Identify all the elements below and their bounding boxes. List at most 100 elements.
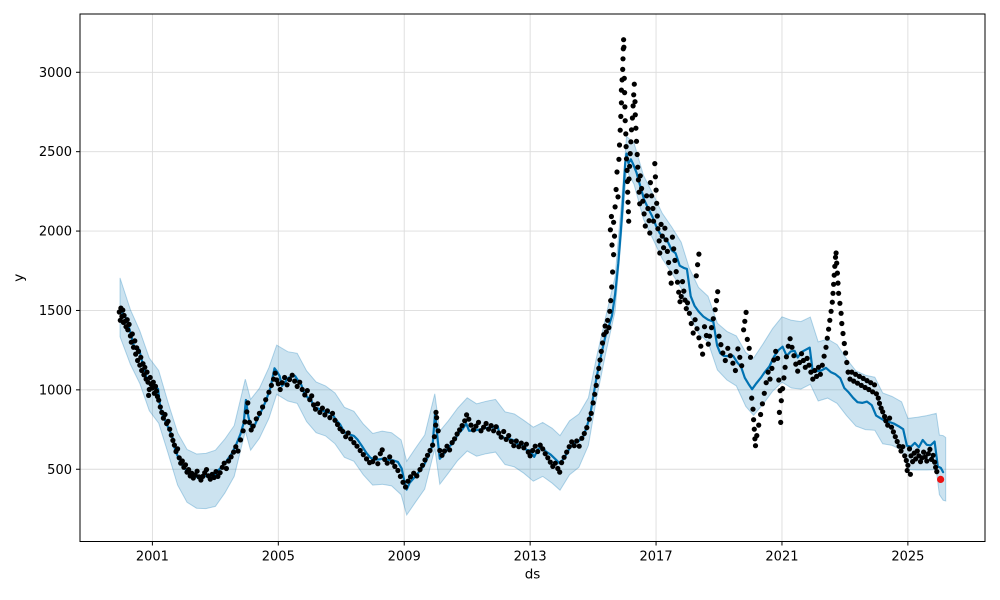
actual-point	[718, 342, 724, 348]
actual-point	[903, 457, 909, 464]
y-tick-label: 1000	[39, 383, 72, 398]
actual-point	[481, 424, 487, 430]
actual-point	[120, 307, 126, 313]
actual-point	[737, 354, 743, 360]
actual-point	[776, 409, 783, 415]
actual-point	[692, 317, 698, 323]
actual-point	[905, 462, 911, 468]
actual-point	[690, 330, 696, 336]
actual-point	[696, 251, 702, 257]
actual-point	[491, 428, 497, 434]
actual-point	[343, 434, 349, 440]
actual-point	[593, 382, 599, 388]
actual-point	[439, 452, 445, 458]
actual-point	[468, 422, 474, 428]
actual-point	[535, 448, 541, 455]
actual-point	[433, 422, 439, 428]
actual-point	[885, 422, 891, 428]
actual-point	[523, 441, 530, 447]
actual-point	[751, 417, 757, 423]
actual-point	[616, 156, 622, 162]
actual-point	[345, 430, 351, 436]
actual-point	[297, 379, 303, 385]
actual-point	[603, 329, 609, 335]
actual-point	[716, 333, 722, 339]
actual-point	[730, 360, 736, 366]
actual-point	[632, 99, 638, 105]
actual-point	[887, 415, 893, 421]
actual-point	[382, 456, 388, 462]
actual-point	[387, 454, 393, 460]
actual-point	[135, 348, 142, 354]
actual-point	[253, 416, 259, 422]
actual-point	[334, 421, 341, 428]
actual-point	[712, 307, 718, 313]
actual-point	[625, 199, 631, 205]
actual-point	[833, 250, 839, 256]
actual-point	[228, 454, 234, 460]
actual-point	[357, 447, 363, 454]
actual-point	[677, 299, 683, 305]
actual-point	[663, 237, 669, 243]
actual-point	[880, 409, 886, 415]
actual-point	[152, 383, 159, 389]
actual-point	[698, 343, 704, 349]
actual-point	[834, 260, 840, 266]
actual-point	[628, 139, 634, 145]
actual-point	[121, 312, 127, 319]
actual-point	[213, 469, 219, 475]
actual-point	[776, 377, 782, 383]
x-tick-label: 2021	[765, 550, 798, 565]
actual-point	[657, 250, 663, 256]
actual-point	[540, 446, 546, 452]
actual-point	[621, 44, 627, 50]
actual-point	[694, 326, 700, 332]
actual-point	[873, 391, 880, 397]
actual-point	[727, 353, 733, 359]
actual-point	[171, 442, 177, 448]
actual-point	[170, 437, 176, 443]
actual-point	[537, 442, 543, 448]
actual-point	[661, 245, 667, 251]
actual-point	[194, 468, 200, 474]
actual-point	[906, 446, 913, 452]
actual-point	[708, 325, 715, 331]
y-tick-label: 2500	[39, 145, 72, 160]
actual-point	[750, 406, 756, 412]
actual-point	[256, 410, 262, 416]
actual-point	[778, 398, 784, 404]
actual-point	[506, 433, 512, 439]
actual-point	[606, 325, 612, 331]
actual-point	[621, 37, 627, 43]
actual-point	[501, 428, 507, 435]
actual-point	[732, 367, 739, 374]
actual-point	[284, 382, 290, 388]
actual-point	[579, 435, 585, 441]
actual-point	[819, 362, 825, 368]
actual-point	[751, 426, 757, 432]
actual-point	[666, 259, 672, 266]
actual-point	[574, 438, 580, 444]
actual-point	[496, 430, 502, 436]
actual-point	[427, 447, 433, 454]
actual-point	[219, 464, 225, 470]
actual-point	[441, 448, 448, 454]
actual-point	[147, 374, 153, 381]
actual-point	[841, 340, 847, 347]
actual-point	[630, 103, 636, 109]
actual-point	[597, 357, 603, 363]
actual-point	[858, 382, 864, 388]
actual-point	[586, 416, 592, 422]
actual-point	[610, 269, 616, 275]
actual-point	[840, 330, 846, 337]
actual-point	[824, 335, 830, 341]
actual-point	[221, 460, 227, 466]
actual-point	[634, 151, 640, 158]
actual-point	[282, 374, 288, 381]
actual-point	[571, 443, 577, 449]
actual-point	[226, 458, 232, 464]
actual-point	[459, 423, 465, 429]
actual-point	[720, 350, 726, 356]
actual-point	[656, 238, 662, 244]
actual-point	[894, 438, 900, 445]
